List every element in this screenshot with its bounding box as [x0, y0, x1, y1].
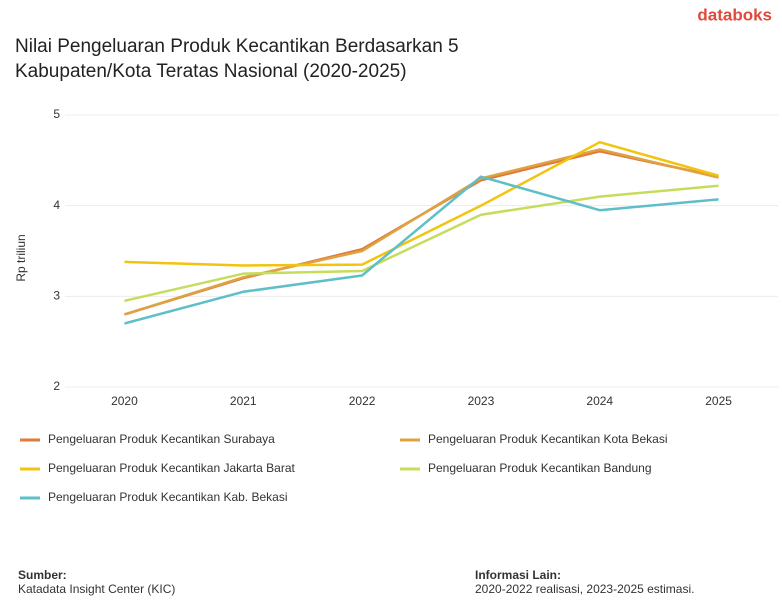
- source: Katadata Insight Center (KIC): [18, 582, 175, 596]
- y-tick-label: 4: [53, 198, 60, 212]
- x-tick-label: 2025: [705, 394, 732, 408]
- x-tick-label: 2024: [586, 394, 613, 408]
- y-tick-label: 2: [53, 379, 60, 393]
- y-tick-label: 5: [53, 107, 60, 121]
- line-series: [124, 148, 719, 316]
- x-tick-label: 2022: [349, 394, 376, 408]
- legend-label: Pengeluaran Produk Kecantikan Surabaya: [48, 432, 275, 446]
- y-tick-label: 3: [53, 289, 60, 303]
- legend-label: Pengeluaran Produk Kecantikan Bandung: [428, 461, 652, 475]
- y-axis-label: Rp triliun: [14, 234, 28, 281]
- line-series: [124, 175, 719, 325]
- legend-label: Pengeluaran Produk Kecantikan Kota Bekas…: [428, 432, 668, 446]
- x-tick-label: 2021: [230, 394, 257, 408]
- info-label: Informasi Lain:: [475, 568, 561, 582]
- line-series: [124, 140, 719, 267]
- line-series: [124, 184, 719, 303]
- line-series: [124, 150, 719, 316]
- x-tick-label: 2020: [111, 394, 138, 408]
- chart-title: Nilai Pengeluaran Produk Kecantikan Berd…: [15, 36, 459, 82]
- brand-logo: databoks: [697, 5, 772, 24]
- legend-label: Pengeluaran Produk Kecantikan Jakarta Ba…: [48, 461, 295, 475]
- info: 2020-2022 realisasi, 2023-2025 estimasi.: [475, 582, 694, 596]
- source-label: Sumber:: [18, 568, 67, 582]
- legend-label: Pengeluaran Produk Kecantikan Kab. Bekas…: [48, 490, 288, 504]
- x-tick-label: 2023: [468, 394, 495, 408]
